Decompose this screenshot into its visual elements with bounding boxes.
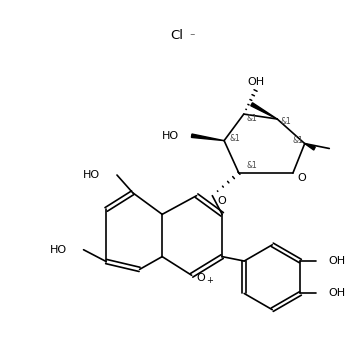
Text: +: + [206, 276, 213, 285]
Text: O: O [217, 196, 226, 205]
Text: &1: &1 [247, 161, 257, 170]
Text: OH: OH [328, 256, 345, 266]
Polygon shape [251, 103, 277, 119]
Text: &1: &1 [293, 136, 304, 145]
Text: &1: &1 [247, 114, 257, 124]
Polygon shape [192, 134, 224, 140]
Text: Cl: Cl [170, 29, 183, 42]
Text: HO: HO [50, 245, 67, 255]
Text: &1: &1 [229, 134, 240, 143]
Text: OH: OH [247, 77, 264, 86]
Text: &1: &1 [280, 118, 291, 126]
Text: HO: HO [162, 131, 179, 141]
Text: O: O [197, 273, 205, 283]
Text: ⁻: ⁻ [190, 32, 195, 42]
Text: HO: HO [83, 170, 100, 180]
Text: OH: OH [328, 288, 345, 299]
Text: O: O [298, 173, 307, 183]
Polygon shape [305, 144, 315, 150]
